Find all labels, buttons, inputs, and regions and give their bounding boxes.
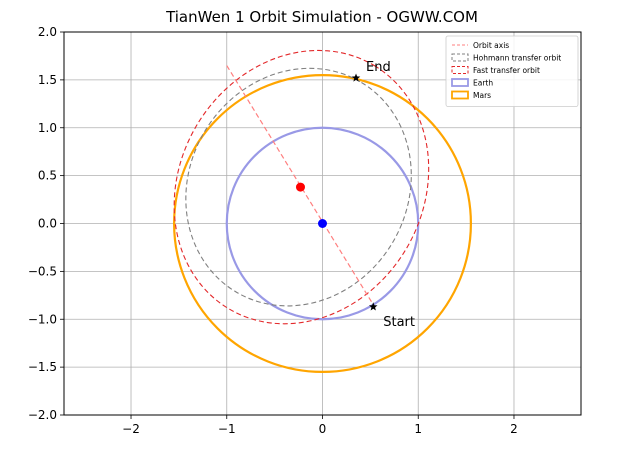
- mars-orbit: [173, 74, 472, 373]
- legend-box: [445, 35, 579, 107]
- start-label: Start: [383, 315, 415, 330]
- legend-swatch: [451, 66, 469, 74]
- orbit-axis: [226, 65, 376, 309]
- y-tick-label: −0.5: [28, 264, 57, 278]
- chart-title: TianWen 1 Orbit Simulation - OGWW.COM: [165, 8, 478, 26]
- y-tick-label: −1.5: [28, 360, 57, 374]
- legend-entry: Hohmann transfer orbit: [473, 54, 561, 63]
- x-tick-label: 1: [414, 422, 422, 436]
- x-tick-label: −1: [218, 422, 236, 436]
- y-tick-label: 2.0: [38, 25, 57, 39]
- x-tick-label: 2: [510, 422, 518, 436]
- legend-entry: Earth: [473, 79, 493, 88]
- orbit-layer: [173, 49, 472, 373]
- legend-entry: Fast transfer orbit: [473, 66, 540, 75]
- transfer-focus-point: [295, 182, 305, 192]
- y-tick-label: 1.0: [38, 121, 57, 135]
- legend-entry: Mars: [473, 91, 491, 100]
- y-tick-label: 0.0: [38, 217, 57, 231]
- legend-swatch: [451, 78, 469, 87]
- axes: −2 −1 0 1 2 −2.0 −1.5 −1.0 −0.5 0.0 0.5 1.0 1.5 2.0 St…: [28, 25, 582, 436]
- y-tick-label: 0.5: [38, 169, 57, 183]
- x-tick-label: 0: [319, 422, 327, 436]
- sun-point: [318, 219, 327, 228]
- legend: Orbit axis Hohmann transfer orbit Fast tra…: [445, 35, 579, 107]
- fast-transfer-orbit: [173, 49, 430, 325]
- end-marker: [351, 73, 361, 82]
- x-tick-label: −2: [122, 422, 140, 436]
- plot-frame: [63, 31, 582, 416]
- y-tick-label: −1.0: [28, 312, 57, 326]
- y-tick-label: 1.5: [38, 73, 57, 87]
- hohmann-transfer-orbit: [185, 67, 412, 307]
- legend-swatch: [451, 90, 469, 100]
- legend-entry: Orbit axis: [473, 41, 509, 50]
- end-label: End: [366, 60, 391, 75]
- y-tick-label: −2.0: [28, 408, 57, 422]
- legend-swatch: [451, 53, 469, 62]
- start-marker: [368, 302, 378, 311]
